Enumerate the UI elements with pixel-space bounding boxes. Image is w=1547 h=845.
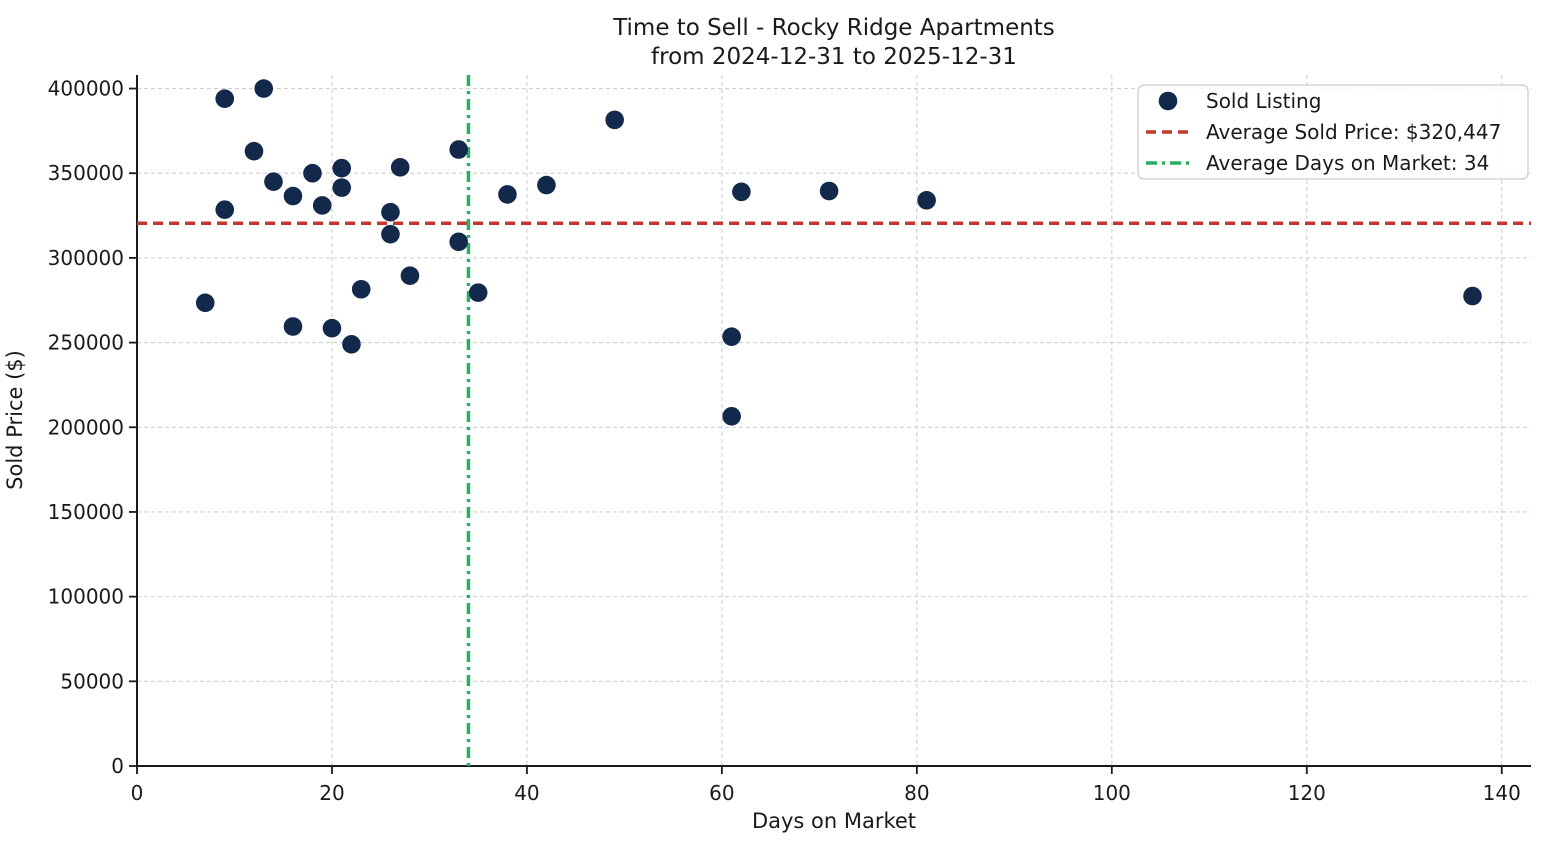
sold-listing-point (917, 191, 936, 210)
sold-listing-point (1463, 286, 1482, 306)
sold-listing-point (283, 317, 303, 336)
sold-listing-point (381, 224, 400, 244)
y-axis-label: Sold Price ($) (3, 350, 27, 490)
y-tick-label: 350000 (48, 161, 124, 185)
scatter-points (195, 79, 1482, 426)
sold-listing-point (722, 327, 741, 346)
chart-subtitle: from 2024-12-31 to 2025-12-31 (651, 44, 1017, 70)
grid-lines (137, 75, 1531, 766)
legend-item-label: Average Sold Price: $320,447 (1206, 120, 1501, 144)
x-tick-label: 80 (904, 781, 929, 805)
sold-listing-point (215, 89, 235, 109)
x-tick-label: 40 (514, 781, 539, 805)
sold-listing-point (605, 110, 624, 130)
sold-listing-point (722, 406, 741, 426)
y-tick-label: 400000 (48, 77, 124, 101)
legend-item-label: Average Days on Market: 34 (1206, 151, 1489, 175)
sold-listing-point (332, 178, 352, 197)
sold-listing-point (449, 232, 468, 252)
sold-listing-point (468, 283, 488, 302)
x-tick-label: 140 (1483, 781, 1521, 805)
x-tick-label: 100 (1093, 781, 1131, 805)
sold-listing-point (195, 293, 215, 313)
sold-listing-point (283, 186, 303, 206)
sold-listing-point (400, 266, 420, 285)
sold-listing-point (303, 163, 322, 183)
y-tick-label: 150000 (48, 500, 124, 524)
sold-listing-point (332, 158, 352, 178)
y-tick-label: 250000 (48, 331, 124, 355)
sold-listing-point (254, 79, 274, 98)
sold-listing-point (351, 279, 371, 299)
axes-spines (136, 75, 1531, 767)
y-tick-label: 300000 (48, 246, 124, 270)
sold-listing-point (390, 158, 410, 177)
x-tick-label: 20 (319, 781, 344, 805)
sold-listing-point (264, 172, 283, 191)
legend: Sold Listing Average Sold Price: $320,447… (1137, 84, 1529, 180)
axis-ticks: 0 20 40 60 80 100 120 140 0 50000 100000 150000 2000… (48, 77, 1521, 805)
y-tick-label: 200000 (48, 415, 124, 439)
sold-listing-point (732, 182, 751, 202)
x-tick-label: 0 (131, 781, 144, 805)
sold-listing-marker-icon (1158, 91, 1178, 111)
y-tick-label: 50000 (60, 669, 124, 693)
y-tick-label: 0 (111, 754, 124, 778)
sold-listing-point (498, 185, 517, 204)
sold-listing-point (342, 334, 361, 354)
legend-box (1137, 84, 1529, 180)
sold-listing-point (537, 175, 556, 195)
x-axis-label: Days on Market (752, 809, 916, 833)
sold-listing-point (244, 141, 264, 161)
y-tick-label: 100000 (48, 585, 124, 609)
reference-lines (137, 75, 1531, 766)
legend-item-label: Sold Listing (1206, 89, 1321, 113)
sold-listing-point (215, 200, 235, 219)
chart-title: Time to Sell - Rocky Ridge Apartments (612, 15, 1055, 41)
sold-listing-point (322, 318, 342, 338)
sold-listing-point (381, 202, 400, 222)
sold-listing-point (819, 181, 839, 201)
x-tick-label: 60 (709, 781, 734, 805)
x-tick-label: 120 (1288, 781, 1326, 805)
sold-listing-point (312, 196, 332, 215)
sold-listing-point (449, 140, 468, 159)
